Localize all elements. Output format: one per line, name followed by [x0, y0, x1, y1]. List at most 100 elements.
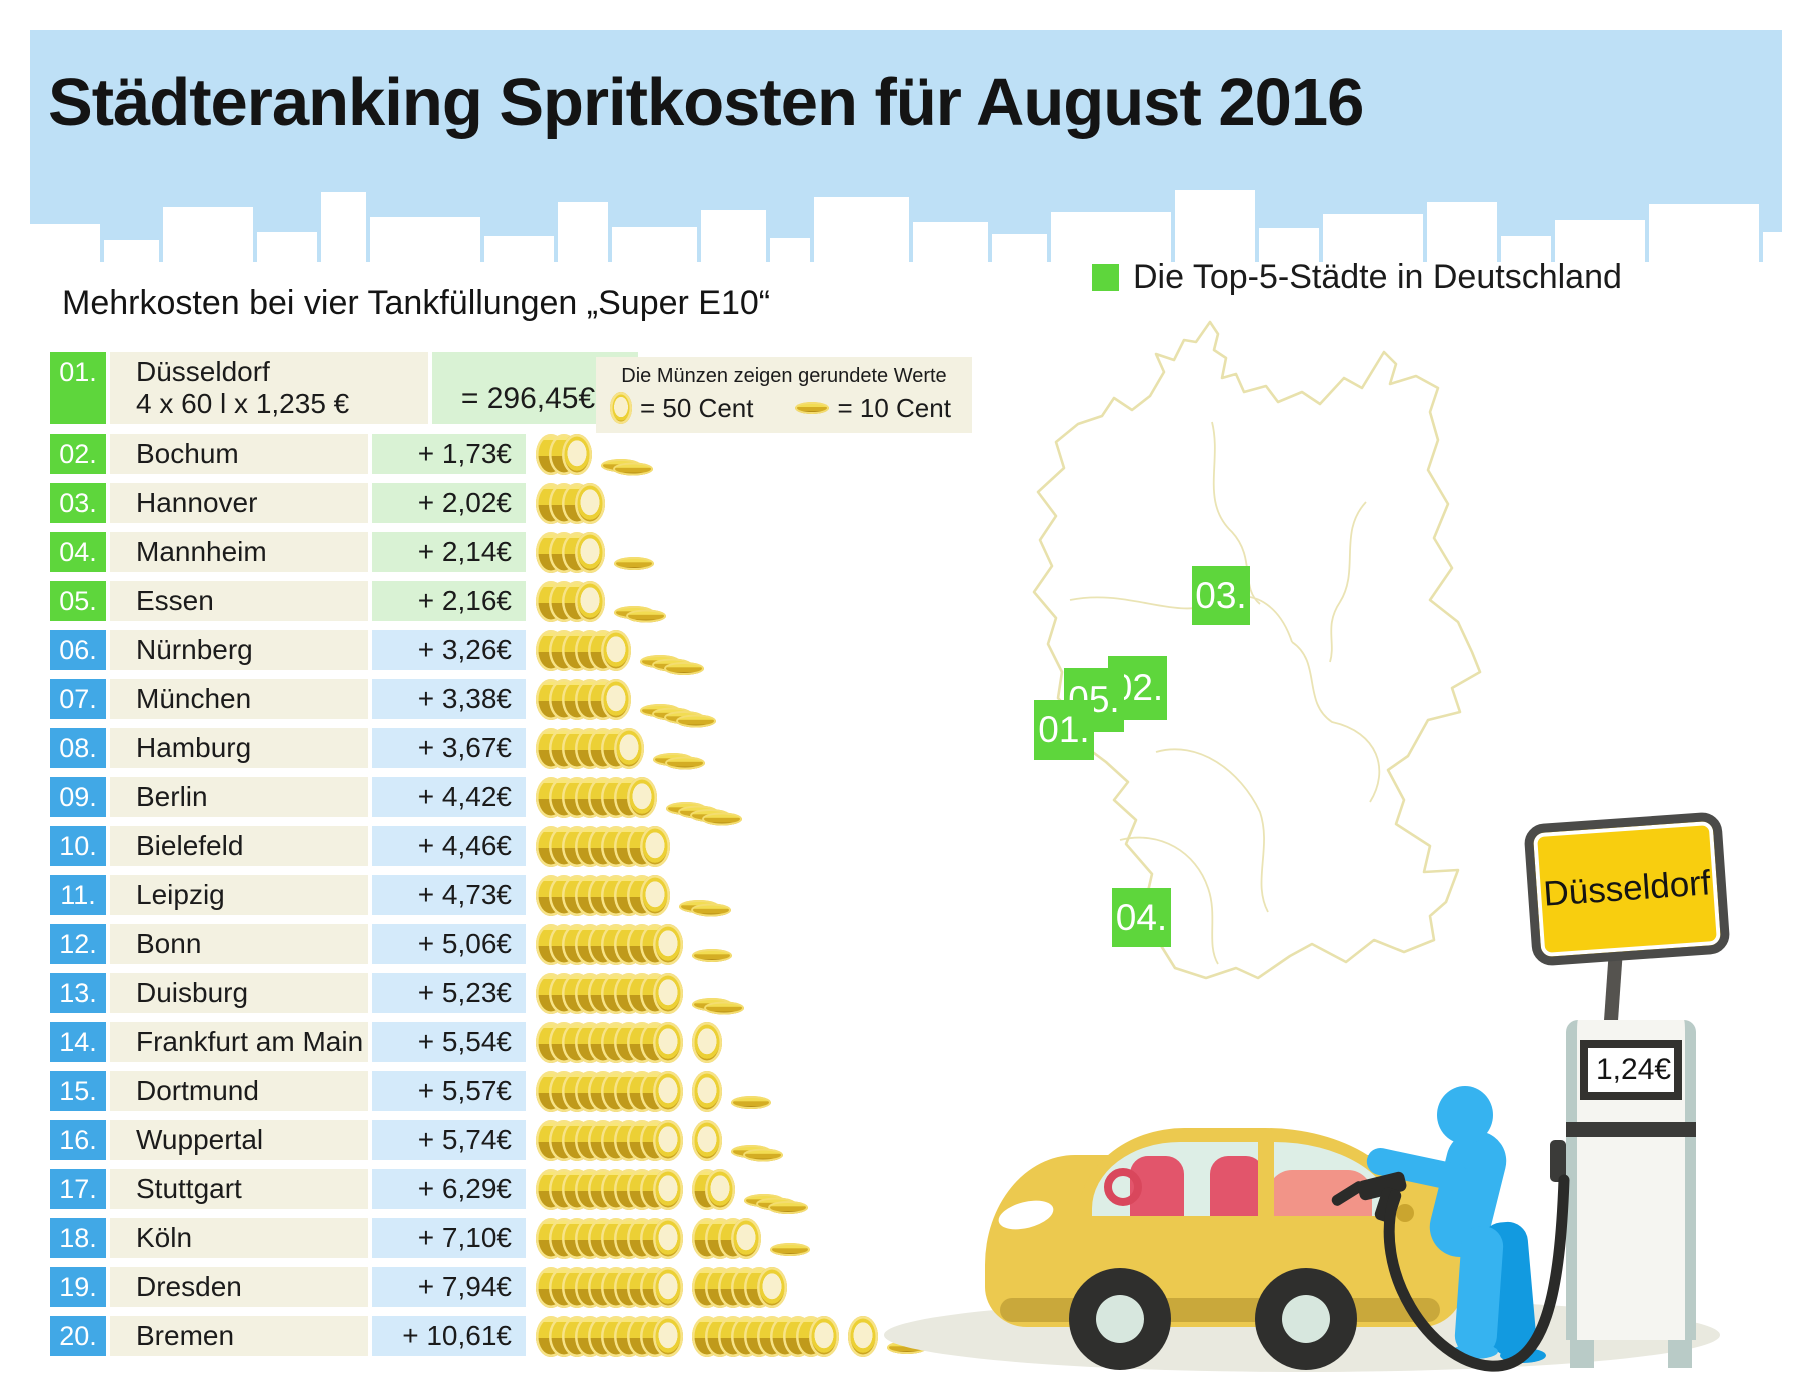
city-name: Nürnberg	[136, 634, 253, 665]
coin-pictogram	[536, 1070, 771, 1112]
city-name-cell: Hannover	[110, 483, 368, 523]
extra-cost-value: + 4,46€	[372, 826, 526, 866]
rank-badge: 14.	[50, 1022, 106, 1062]
city-name: Dortmund	[136, 1075, 259, 1106]
city-name-cell: Dresden	[110, 1267, 368, 1307]
skyline-building	[1323, 214, 1423, 262]
coin-50-cent-icon	[692, 1070, 722, 1112]
coin-50-cent-icon	[653, 1168, 683, 1210]
rank-badge: 06.	[50, 630, 106, 670]
skyline-building	[1175, 190, 1255, 262]
header-sky-band: Städteranking Spritkosten für August 201…	[30, 30, 1782, 262]
city-name: Bochum	[136, 438, 239, 469]
city-name-cell: Berlin	[110, 777, 368, 817]
skyline-building	[1051, 212, 1171, 262]
city-name-cell: Bochum	[110, 434, 368, 474]
rank-badge: 17.	[50, 1169, 106, 1209]
coin-10-cent-icon	[702, 812, 742, 826]
coin-50-cent-icon	[575, 531, 605, 573]
coin-pictogram	[536, 629, 704, 675]
ranking-row: 09. Berlin + 4,42€	[50, 776, 930, 826]
coin-50-cent-icon	[627, 776, 657, 818]
coin-pictogram	[536, 482, 614, 524]
coin-10-cent-icon	[665, 756, 705, 770]
city-name: Hamburg	[136, 732, 252, 763]
skyline-building	[770, 238, 810, 262]
skyline-building	[1427, 202, 1497, 262]
extra-cost-value: + 5,57€	[372, 1071, 526, 1111]
rank-badge: 18.	[50, 1218, 106, 1258]
rank-badge: 04.	[50, 532, 106, 572]
calculation-formula: 4 x 60 l x 1,235 €	[136, 388, 350, 419]
extra-cost-value: + 4,42€	[372, 777, 526, 817]
city-name: Hannover	[136, 487, 258, 518]
ranking-row: 08. Hamburg + 3,67€	[50, 727, 930, 770]
rank-badge: 05.	[50, 581, 106, 621]
city-name-cell: München	[110, 679, 368, 719]
ranking-row: 04. Mannheim + 2,14€	[50, 531, 930, 573]
extra-cost-value: + 3,38€	[372, 679, 526, 719]
city-name: Bremen	[136, 1320, 235, 1351]
ranking-row: 11. Leipzig + 4,73€	[50, 874, 930, 917]
rank-badge: 11.	[50, 875, 106, 915]
extra-cost-value: + 2,16€	[372, 581, 526, 621]
coin-50-cent-icon	[575, 580, 605, 622]
ranking-row: 05. Essen + 2,16€	[50, 580, 930, 623]
coin-50-cent-icon	[653, 1119, 683, 1161]
coin-50-cent-icon	[809, 1315, 839, 1357]
rank-badge: 07.	[50, 679, 106, 719]
city-name-cell: Essen	[110, 581, 368, 621]
city-name-cell: Bielefeld	[110, 826, 368, 866]
coin-legend-box: Die Münzen zeigen gerundete Werte = 50 C…	[596, 357, 972, 433]
car-pillar	[1258, 1142, 1274, 1218]
map-legend: Die Top-5-Städte in Deutschland	[1092, 258, 1622, 297]
coin-10-cent-icon	[743, 1148, 783, 1162]
skyline-building	[1555, 220, 1645, 262]
coin-pictogram	[536, 678, 716, 728]
coin-pictogram	[536, 1021, 731, 1063]
coin-50-cent-icon	[653, 1070, 683, 1112]
city-name: Wuppertal	[136, 1124, 264, 1155]
map-marker-04: 04.	[1112, 888, 1171, 947]
fuel-price-display: 1,24€	[1580, 1040, 1682, 1100]
rank-badge: 02.	[50, 434, 106, 474]
coin-50-cent-icon	[610, 392, 632, 424]
city-name-cell: Leipzig	[110, 875, 368, 915]
rank-badge: 08.	[50, 728, 106, 768]
skyline-building	[104, 240, 159, 262]
extra-cost-value: + 5,23€	[372, 973, 526, 1013]
coin-pictogram	[536, 825, 679, 867]
steering-wheel-icon	[1104, 1168, 1142, 1206]
coin-50-cent-icon	[692, 1021, 722, 1063]
extra-cost-value: + 5,06€	[372, 924, 526, 964]
coin-50-cent-icon	[653, 1217, 683, 1259]
coin-50-cent-icon	[601, 678, 631, 720]
rank-badge: 15.	[50, 1071, 106, 1111]
rank-badge: 19.	[50, 1267, 106, 1307]
city-skyline-silhouette	[30, 152, 1782, 262]
city-name-cell: Mannheim	[110, 532, 368, 572]
rank-badge: 10.	[50, 826, 106, 866]
extra-cost-value: + 2,02€	[372, 483, 526, 523]
skyline-building	[484, 236, 554, 262]
extra-cost-value: + 1,73€	[372, 434, 526, 474]
coin-10-cent-icon	[770, 1243, 810, 1256]
city-name: Frankfurt am Main	[136, 1026, 364, 1057]
city-name-cell: Nürnberg	[110, 630, 368, 670]
coin-pictogram	[536, 874, 731, 917]
skyline-building	[257, 232, 317, 262]
coin-10-cent-icon	[676, 714, 716, 728]
skyline-building	[992, 234, 1047, 262]
city-name-cell: Köln	[110, 1218, 368, 1258]
skyline-building	[913, 222, 988, 262]
city-name-cell: Hamburg	[110, 728, 368, 768]
pump-leg	[1668, 1338, 1692, 1368]
extra-cost-value: + 7,10€	[372, 1218, 526, 1258]
ranking-row: 03. Hannover + 2,02€	[50, 482, 930, 524]
coin-50-cent-icon	[601, 629, 631, 671]
coin-pictogram	[536, 1119, 783, 1162]
coin-10-cent-icon	[626, 609, 666, 623]
city-name-cell: Stuttgart	[110, 1169, 368, 1209]
coin-10-label: = 10 Cent	[837, 392, 951, 423]
rank-badge: 09.	[50, 777, 106, 817]
